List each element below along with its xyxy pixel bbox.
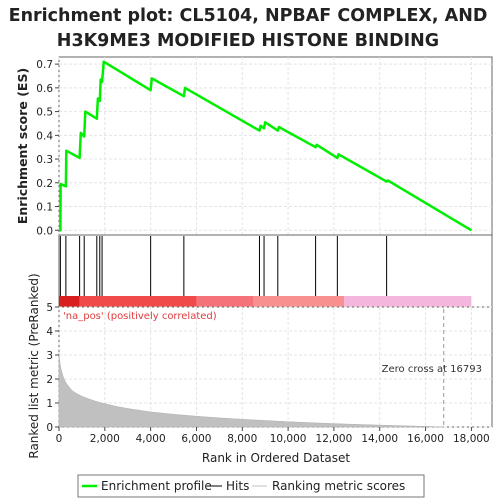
es-y-tick-label: 0.0: [36, 225, 53, 237]
es-y-ticks: 0.0 0.1 0.2 0.3 0.4 0.5 0.6 0.7: [36, 59, 59, 237]
metric-y-tick-label: 4: [46, 326, 53, 338]
es-y-tick-label: 0.5: [36, 107, 53, 119]
es-panel-frame: [58, 56, 493, 236]
es-gridlines: [58, 57, 492, 235]
metric-panel-frame: [58, 306, 493, 428]
x-axis-label: Rank in Ordered Dataset: [202, 451, 350, 465]
es-y-tick-label: 0.1: [36, 202, 53, 214]
legend: Enrichment profile Hits Ranking metric s…: [77, 474, 425, 498]
x-tick-label: 4,000: [136, 433, 166, 445]
es-y-tick-label: 0.2: [36, 178, 53, 190]
es-y-tick-label: 0.3: [36, 154, 53, 166]
metric-y-tick-label: 2: [46, 374, 53, 386]
metric-y-tick-label: 1: [46, 398, 53, 410]
metric-x-ticks: 0 2,000 4,000 6,000 8,000 10,000 12,000 14,000 1…: [56, 427, 490, 445]
metric-y-tick-label: 0: [46, 422, 53, 434]
x-tick-label: 0: [56, 433, 63, 445]
gradient-segment: [59, 296, 80, 308]
metric-y-tick-label: 5: [46, 302, 53, 314]
x-tick-label: 14,000: [361, 433, 398, 445]
x-tick-label: 10,000: [270, 433, 307, 445]
rank-gradient-bar: [59, 296, 472, 308]
legend-enrichment-label: Enrichment profile: [101, 479, 212, 493]
gradient-segment: [344, 296, 472, 308]
x-tick-label: 18,000: [453, 433, 490, 445]
metric-y-tick-label: 3: [46, 350, 53, 362]
legend-hits-label: Hits: [226, 479, 249, 493]
chart-title-line-2: H3K9ME3 MODIFIED HISTONE BINDING: [57, 31, 439, 51]
legend-metric-label: Ranking metric scores: [272, 479, 405, 493]
gradient-segment: [253, 296, 345, 308]
x-tick-label: 12,000: [316, 433, 353, 445]
x-tick-label: 8,000: [227, 433, 257, 445]
metric-y-ticks: 0 1 2 3 4 5: [46, 302, 59, 434]
hit-marks: [59, 236, 388, 296]
chart-title-line-1: Enrichment plot: CL5104, NPBAF COMPLEX, …: [9, 6, 488, 26]
gradient-segment: [196, 296, 254, 308]
metric-y-axis-label: Ranked list metric (PreRanked): [27, 273, 41, 458]
es-y-tick-label: 0.6: [36, 83, 53, 95]
enrichment-profile-line: [59, 60, 473, 232]
zero-cross-label: Zero cross at 16793: [382, 364, 482, 375]
legend-box: [77, 474, 425, 498]
x-tick-label: 2,000: [90, 433, 120, 445]
es-y-tick-label: 0.7: [36, 59, 53, 71]
positive-correlation-label: 'na_pos' (positively correlated): [63, 311, 217, 322]
es-y-axis-label: Enrichment score (ES): [15, 68, 30, 224]
es-y-tick-label: 0.4: [36, 130, 53, 142]
x-tick-label: 16,000: [407, 433, 444, 445]
gradient-segment: [79, 296, 197, 308]
ranking-metric-area: [58, 352, 444, 428]
hits-panel-frame: [58, 234, 493, 308]
x-tick-label: 6,000: [181, 433, 211, 445]
